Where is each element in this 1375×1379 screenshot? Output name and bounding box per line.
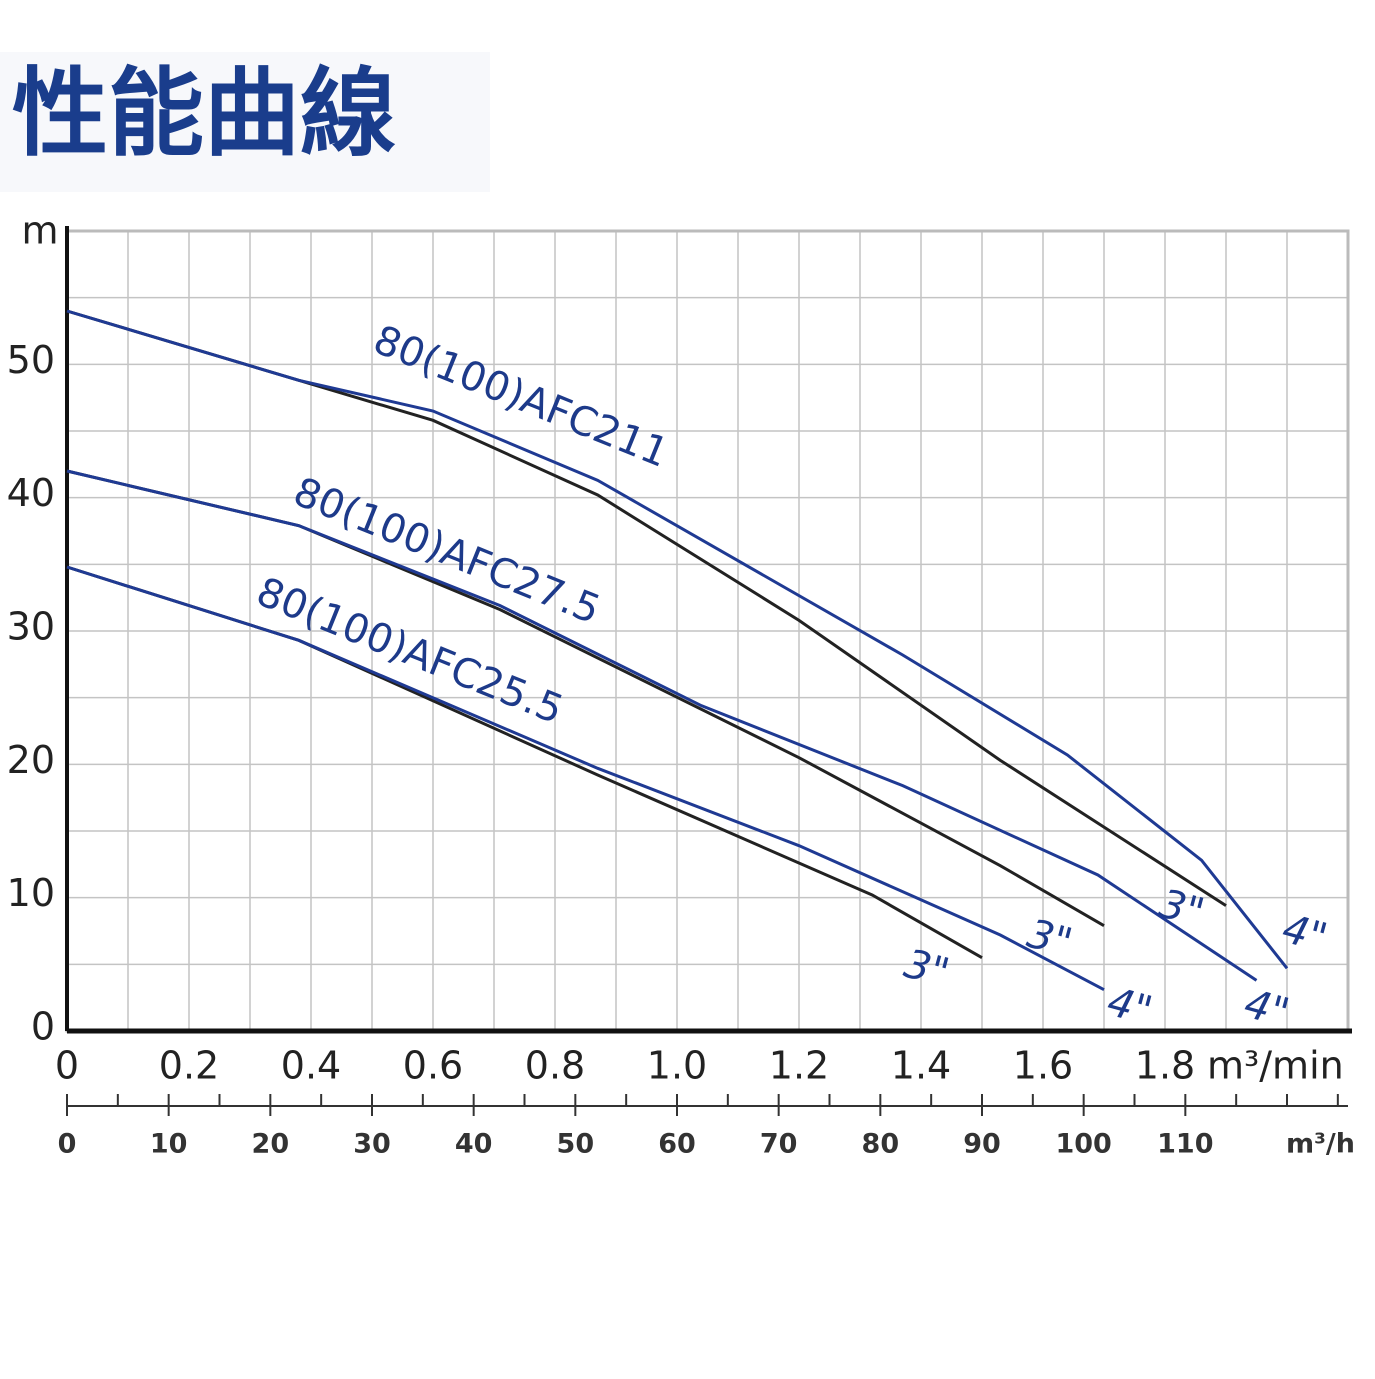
- x2-tick-label: 100: [1055, 1129, 1111, 1160]
- x-tick-label: 0.8: [525, 1044, 585, 1088]
- x-tick-label: 0: [55, 1044, 79, 1088]
- y-axis-label: m: [21, 209, 58, 253]
- x2-tick-label: 110: [1157, 1129, 1213, 1160]
- size-label: 3": [1023, 911, 1077, 967]
- y-tick-label: 30: [7, 605, 55, 649]
- x2-tick-label: 20: [252, 1129, 290, 1160]
- size-label: 4": [1278, 906, 1332, 962]
- curve: [66, 309, 1289, 970]
- x2-tick-label: 80: [862, 1129, 900, 1160]
- size-label: 4": [1103, 979, 1157, 1035]
- x-tick-label: 0.6: [403, 1044, 463, 1088]
- x-tick-label: 1.8: [1135, 1044, 1195, 1088]
- x-tick-label: 1.0: [647, 1044, 707, 1088]
- size-label: 4": [1240, 981, 1294, 1037]
- x-tick-label: 0.2: [159, 1044, 219, 1088]
- size-label: 3": [900, 941, 954, 997]
- x2-tick-label: 0: [58, 1129, 77, 1160]
- x-tick-label: 1.2: [769, 1044, 829, 1088]
- x2-tick-label: 90: [963, 1129, 1001, 1160]
- chart-title: 性能曲線: [12, 57, 396, 169]
- y-tick-label: 20: [7, 738, 55, 782]
- x2-axis-label: m³/h: [1286, 1129, 1355, 1160]
- y-tick-label: 0: [31, 1005, 55, 1049]
- x-tick-label: 1.4: [891, 1044, 951, 1088]
- y-tick-label: 50: [7, 338, 55, 382]
- x2-tick-label: 50: [557, 1129, 595, 1160]
- y-tick-label: 10: [7, 871, 55, 915]
- x2-tick-label: 70: [760, 1129, 798, 1160]
- x-tick-label: 1.6: [1013, 1044, 1073, 1088]
- title-band: [0, 52, 490, 192]
- x2-tick-label: 10: [150, 1129, 188, 1160]
- x-axis-label: m³/min: [1207, 1044, 1344, 1088]
- curve-label: 80(100)AFC211: [367, 317, 675, 477]
- size-label: 3": [1155, 881, 1209, 937]
- x-tick-label: 0.4: [281, 1044, 341, 1088]
- y-tick-label: 40: [7, 471, 55, 515]
- curve: [66, 565, 1105, 991]
- x2-tick-label: 30: [353, 1129, 391, 1160]
- curve: [66, 469, 1258, 982]
- x2-tick-label: 40: [455, 1129, 493, 1160]
- curve: [66, 309, 1227, 907]
- x2-tick-label: 60: [658, 1129, 696, 1160]
